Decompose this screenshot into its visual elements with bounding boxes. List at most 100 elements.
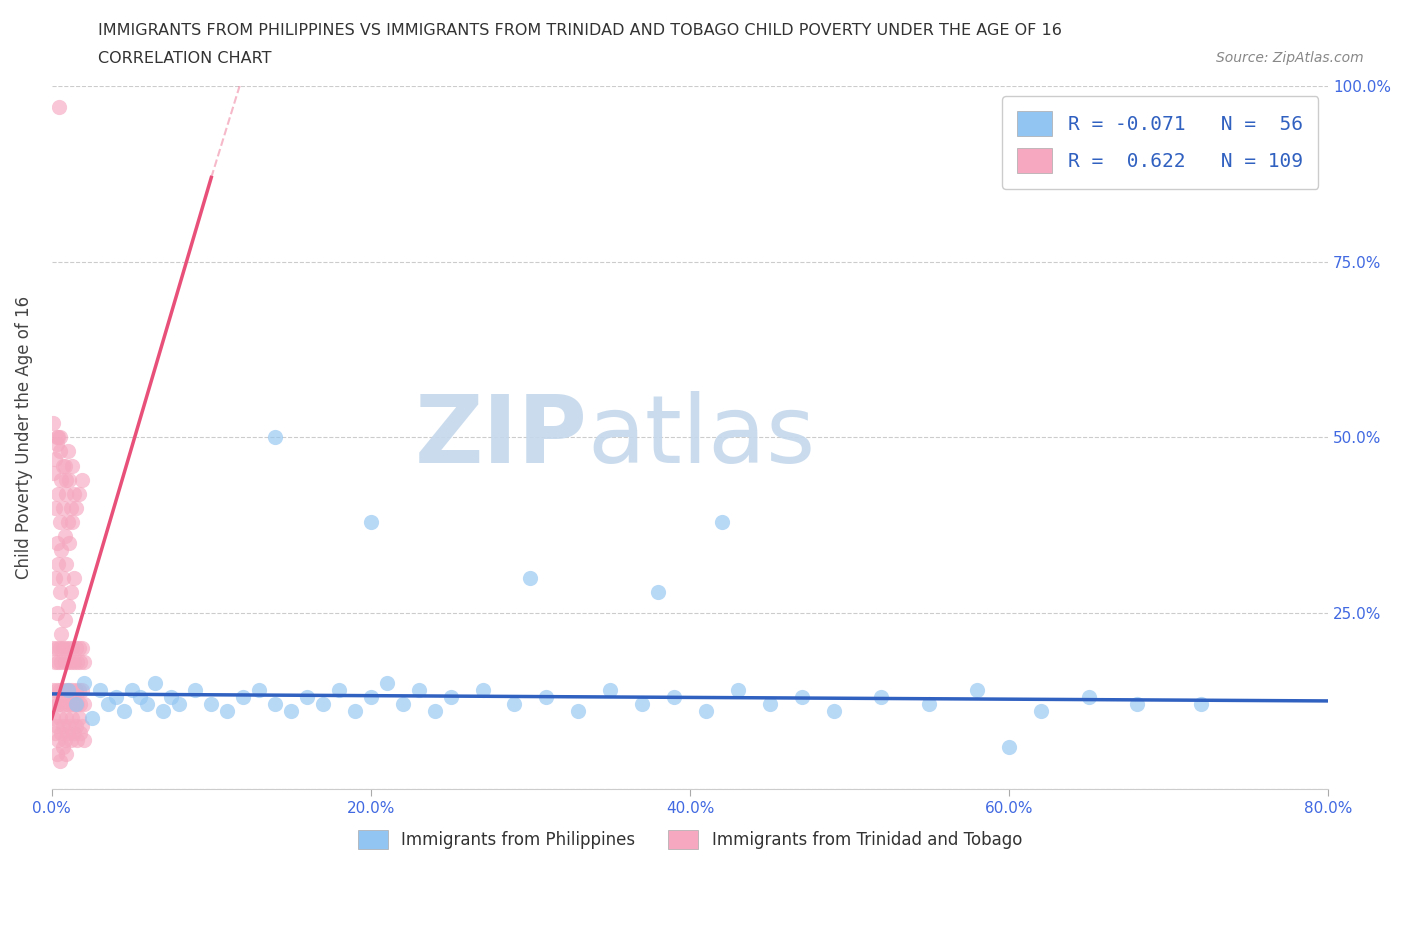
Point	[695, 704, 717, 719]
Point	[662, 690, 685, 705]
Point	[918, 697, 941, 711]
Point	[45, 430, 67, 445]
Point	[69, 725, 91, 740]
Point	[46, 430, 69, 445]
Text: CORRELATION CHART: CORRELATION CHART	[98, 51, 271, 66]
Point	[66, 655, 89, 670]
Point	[471, 683, 494, 698]
Point	[62, 641, 84, 656]
Point	[42, 416, 65, 431]
Point	[46, 732, 69, 747]
Point	[62, 458, 84, 473]
Point	[45, 605, 67, 620]
Point	[758, 697, 780, 711]
Point	[343, 704, 366, 719]
Point	[48, 444, 70, 458]
Point	[710, 514, 733, 529]
Text: Source: ZipAtlas.com: Source: ZipAtlas.com	[1216, 51, 1364, 65]
Point	[70, 683, 93, 698]
Point	[52, 683, 75, 698]
Point	[53, 732, 76, 747]
Point	[58, 536, 80, 551]
Point	[46, 556, 69, 571]
Point	[62, 711, 84, 726]
Point	[727, 683, 749, 698]
Point	[58, 641, 80, 656]
Point	[998, 739, 1021, 754]
Point	[69, 655, 91, 670]
Point	[121, 683, 143, 698]
Point	[70, 641, 93, 656]
Point	[48, 585, 70, 600]
Point	[97, 697, 120, 711]
Point	[44, 570, 66, 585]
Point	[295, 690, 318, 705]
Point	[44, 655, 66, 670]
Point	[58, 472, 80, 487]
Point	[58, 718, 80, 733]
Point	[790, 690, 813, 705]
Y-axis label: Child Poverty Under the Age of 16: Child Poverty Under the Age of 16	[15, 296, 32, 579]
Point	[51, 542, 73, 557]
Point	[46, 655, 69, 670]
Text: IMMIGRANTS FROM PHILIPPINES VS IMMIGRANTS FROM TRINIDAD AND TOBAGO CHILD POVERTY: IMMIGRANTS FROM PHILIPPINES VS IMMIGRANT…	[98, 23, 1063, 38]
Point	[217, 704, 239, 719]
Point	[65, 683, 87, 698]
Point	[45, 437, 67, 452]
Point	[52, 458, 75, 473]
Point	[42, 711, 65, 726]
Point	[89, 683, 111, 698]
Point	[62, 683, 84, 698]
Point	[45, 718, 67, 733]
Point	[55, 556, 77, 571]
Point	[63, 570, 86, 585]
Point	[48, 711, 70, 726]
Point	[232, 690, 254, 705]
Point	[328, 683, 350, 698]
Point	[52, 570, 75, 585]
Point	[65, 641, 87, 656]
Point	[128, 690, 150, 705]
Point	[80, 711, 103, 726]
Point	[65, 718, 87, 733]
Point	[48, 514, 70, 529]
Point	[52, 500, 75, 515]
Point	[136, 697, 159, 711]
Point	[44, 451, 66, 466]
Point	[63, 486, 86, 501]
Point	[45, 536, 67, 551]
Point	[42, 641, 65, 656]
Point	[51, 655, 73, 670]
Point	[59, 655, 82, 670]
Point	[56, 683, 79, 698]
Point	[870, 690, 893, 705]
Point	[519, 570, 541, 585]
Point	[184, 683, 207, 698]
Point	[51, 627, 73, 642]
Point	[264, 430, 287, 445]
Point	[823, 704, 845, 719]
Point	[439, 690, 461, 705]
Point	[53, 655, 76, 670]
Point	[59, 585, 82, 600]
Point	[63, 725, 86, 740]
Point	[67, 711, 90, 726]
Point	[152, 704, 174, 719]
Point	[1077, 690, 1099, 705]
Point	[67, 683, 90, 698]
Point	[44, 500, 66, 515]
Point	[391, 697, 413, 711]
Point	[73, 697, 96, 711]
Point	[53, 613, 76, 628]
Point	[503, 697, 526, 711]
Point	[53, 458, 76, 473]
Point	[145, 676, 167, 691]
Point	[59, 732, 82, 747]
Point	[66, 732, 89, 747]
Point	[56, 599, 79, 614]
Point	[52, 718, 75, 733]
Point	[56, 444, 79, 458]
Point	[62, 514, 84, 529]
Point	[73, 676, 96, 691]
Point	[46, 697, 69, 711]
